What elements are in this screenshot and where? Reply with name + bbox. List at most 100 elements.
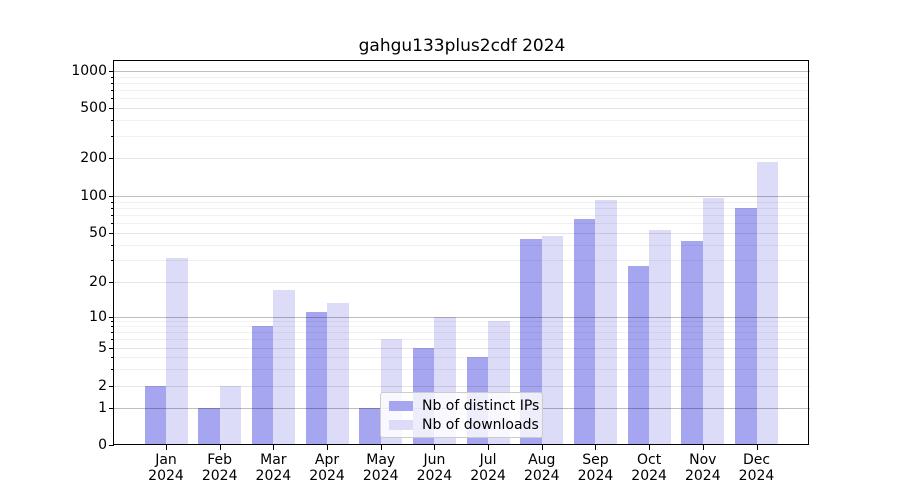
gridline [114, 108, 810, 109]
minor-gridline [114, 222, 810, 224]
bar-distinct-ips [359, 408, 381, 445]
y-minor-tick-mark [111, 244, 114, 246]
minor-gridline [114, 332, 810, 334]
x-tick-mark [488, 445, 490, 450]
bar-distinct-ips [251, 326, 274, 445]
bar-distinct-ips [305, 311, 328, 445]
y-tick-mark [109, 108, 114, 109]
y-minor-tick-mark [111, 214, 114, 216]
y-minor-tick-mark [111, 201, 114, 203]
y-tick-mark [109, 408, 114, 409]
x-tick-label: May 2024 [362, 452, 399, 484]
minor-gridline [114, 214, 810, 216]
legend-item-downloads: Nb of downloads [389, 417, 539, 433]
y-tick-mark [109, 385, 114, 387]
x-tick-label: Sep 2024 [577, 452, 614, 484]
minor-gridline [114, 98, 810, 100]
minor-gridline [114, 120, 810, 122]
legend-swatch-downloads [389, 419, 413, 430]
x-tick-label: Nov 2024 [684, 452, 721, 484]
gridline [114, 347, 810, 349]
x-tick-mark [541, 445, 543, 450]
y-tick-mark [109, 71, 114, 72]
y-minor-tick-mark [111, 90, 114, 92]
minor-gridline [114, 260, 810, 262]
y-tick-label: 10 [89, 308, 107, 325]
y-minor-tick-mark [111, 260, 114, 262]
y-minor-tick-mark [111, 98, 114, 100]
bar-downloads [327, 303, 349, 445]
bar-downloads [756, 162, 778, 445]
gridline [114, 282, 810, 283]
y-tick-label: 0 [98, 437, 107, 453]
gridline [114, 157, 810, 159]
y-minor-tick-mark [111, 76, 114, 78]
chart-title: gahgu133plus2cdf 2024 [358, 36, 566, 56]
gridline [114, 385, 810, 387]
major-gridline [114, 196, 810, 197]
minor-gridline [114, 135, 810, 137]
y-tick-mark [109, 196, 114, 197]
bar-downloads [166, 258, 188, 445]
bar-downloads [219, 385, 242, 445]
y-minor-tick-mark [111, 222, 114, 224]
y-tick-label: 200 [80, 149, 107, 166]
y-minor-tick-mark [111, 135, 114, 137]
major-gridline [114, 71, 810, 72]
x-tick-mark [273, 445, 275, 450]
x-tick-mark [649, 445, 651, 450]
legend-label-distinct-ips: Nb of distinct IPs [422, 397, 540, 414]
minor-gridline [114, 90, 810, 92]
y-tick-label: 500 [80, 100, 107, 116]
x-tick-mark [434, 445, 436, 450]
bar-downloads [273, 290, 295, 445]
minor-gridline [114, 82, 810, 84]
y-minor-tick-mark [111, 368, 114, 370]
y-tick-label: 5 [98, 339, 107, 356]
y-tick-label: 2 [98, 377, 107, 394]
x-tick-label: Jul 2024 [470, 452, 506, 484]
minor-gridline [114, 368, 810, 370]
x-tick-label: Aug 2024 [523, 452, 560, 484]
x-tick-label: Feb 2024 [201, 452, 238, 484]
y-tick-mark [109, 282, 114, 283]
bar-downloads [541, 235, 564, 445]
minor-gridline [114, 244, 810, 246]
gridline [114, 232, 810, 234]
bar-distinct-ips [198, 408, 220, 445]
legend-item-distinct-ips: Nb of distinct IPs [389, 398, 539, 414]
minor-gridline [114, 326, 810, 328]
x-tick-label: Dec 2024 [738, 452, 775, 484]
bar-distinct-ips [735, 208, 757, 445]
y-tick-label: 20 [89, 274, 107, 290]
minor-gridline [114, 356, 810, 358]
y-tick-mark [109, 316, 114, 318]
minor-gridline [114, 201, 810, 203]
y-tick-mark [109, 347, 114, 349]
bar-downloads [595, 199, 617, 445]
minor-gridline [114, 76, 810, 78]
minor-gridline [114, 321, 810, 323]
x-tick-mark [380, 445, 382, 450]
bar-distinct-ips [681, 240, 703, 445]
x-tick-mark [327, 445, 329, 450]
minor-gridline [114, 207, 810, 209]
bar-downloads [649, 230, 671, 445]
y-tick-mark [109, 232, 114, 234]
y-tick-mark [109, 157, 114, 159]
y-minor-tick-mark [111, 339, 114, 341]
bar-downloads [702, 198, 725, 445]
x-tick-mark [756, 445, 758, 450]
x-tick-mark [219, 445, 221, 450]
y-minor-tick-mark [111, 82, 114, 84]
legend: Nb of distinct IPs Nb of downloads [380, 392, 543, 438]
legend-swatch-distinct-ips [389, 400, 413, 411]
x-tick-label: Oct 2024 [631, 452, 667, 484]
bar-distinct-ips [627, 265, 650, 445]
x-tick-label: Apr 2024 [309, 452, 345, 484]
y-tick-mark [109, 445, 114, 446]
y-minor-tick-mark [111, 332, 114, 334]
y-minor-tick-mark [111, 326, 114, 328]
y-tick-label: 100 [80, 188, 107, 204]
